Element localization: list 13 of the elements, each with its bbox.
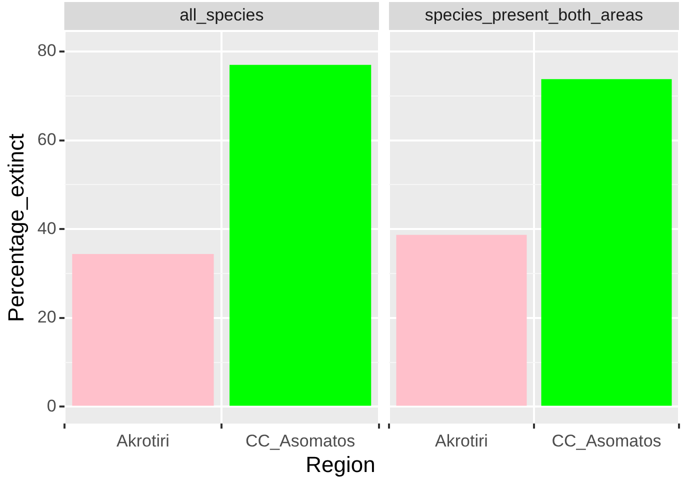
y-tick-label: 80 — [37, 41, 56, 60]
y-tick-label: 60 — [37, 130, 56, 150]
y-tick-label: 0 — [46, 396, 56, 416]
y-axis-title: Percentage_extinct — [3, 134, 28, 322]
y-tick-label: 40 — [37, 218, 56, 238]
y-tick-label: 20 — [37, 308, 56, 327]
chart-title: species_present_both_areas — [424, 6, 644, 25]
chart-title: all_species — [180, 6, 264, 25]
x-tick-label: CC_Asomatos — [246, 431, 356, 450]
x-axis-title: Region — [304, 452, 376, 478]
x-tick-label: CC_Asomatos — [552, 431, 662, 450]
x-tick-label: Akrotiri — [116, 431, 170, 450]
x-tick-label: Akrotiri — [435, 431, 488, 450]
